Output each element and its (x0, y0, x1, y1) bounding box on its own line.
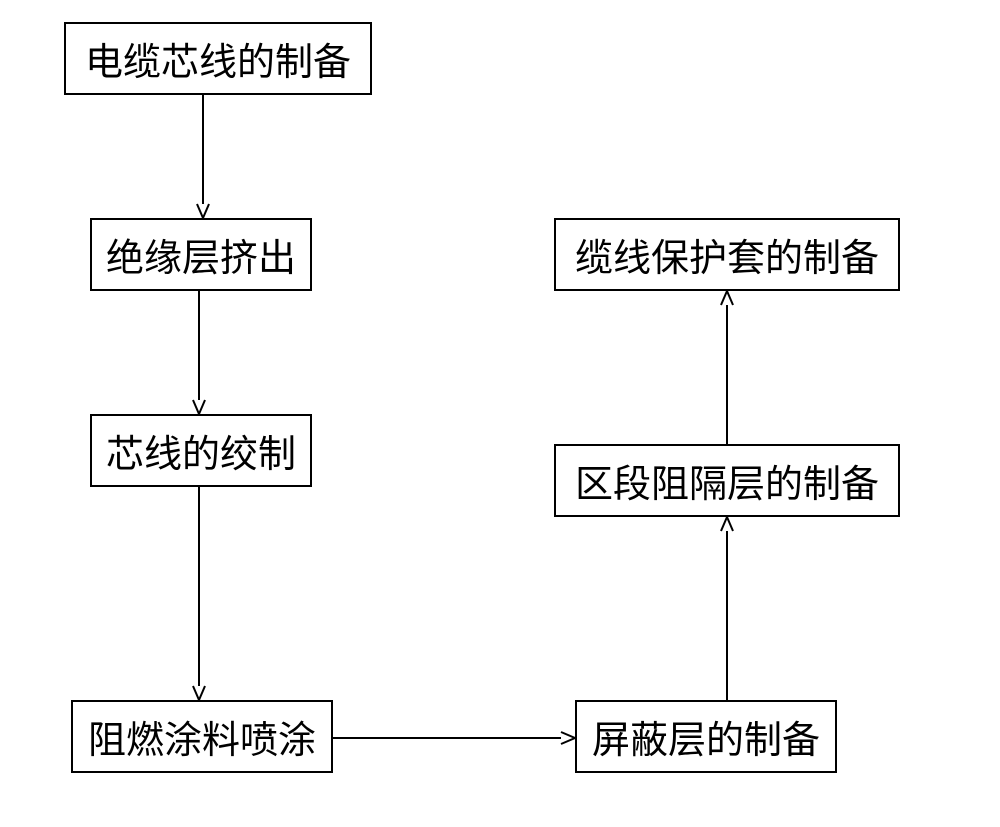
flowchart-node-n1: 电缆芯线的制备 (64, 22, 372, 95)
flowchart-node-n4: 阻燃涂料喷涂 (71, 700, 333, 773)
flowchart-node-n6: 区段阻隔层的制备 (554, 444, 900, 517)
flowchart-node-n2: 绝缘层挤出 (90, 218, 312, 291)
flowchart-node-n7: 缆线保护套的制备 (554, 218, 900, 291)
flowchart-node-n5: 屏蔽层的制备 (575, 700, 837, 773)
flowchart-node-n3: 芯线的绞制 (90, 414, 312, 487)
